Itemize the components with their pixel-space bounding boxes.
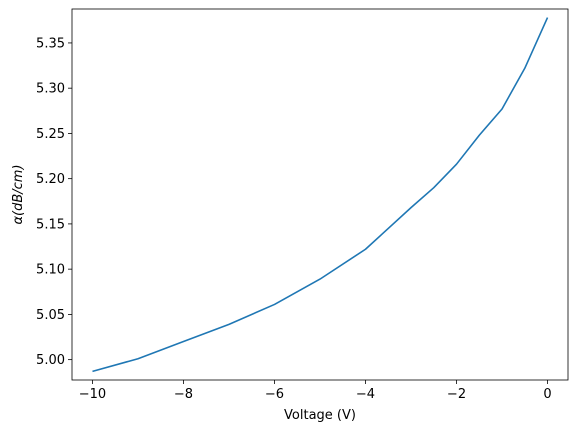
x-tick-label: −2 xyxy=(447,387,466,402)
x-axis: −10 −8 −6 −4 −2 0 xyxy=(79,380,552,402)
x-tick-label: −4 xyxy=(356,387,375,402)
x-axis-label: Voltage (V) xyxy=(284,408,356,423)
y-tick-label: 5.30 xyxy=(36,82,65,97)
y-tick-label: 5.20 xyxy=(36,172,65,187)
y-tick-label: 5.35 xyxy=(36,36,65,51)
y-tick-label: 5.15 xyxy=(36,217,65,232)
x-tick-label: −6 xyxy=(265,387,284,402)
x-tick-label: 0 xyxy=(543,387,551,402)
y-axis: 5.00 5.05 5.10 5.15 5.20 5.25 5.30 5.35 xyxy=(36,36,72,368)
y-tick-label: 5.05 xyxy=(36,308,65,323)
plot-series-layer xyxy=(92,17,549,373)
y-tick-label: 5.10 xyxy=(36,263,65,278)
y-tick-label: 5.00 xyxy=(36,353,65,368)
y-axis-label: α(dB/cm) xyxy=(11,164,26,224)
x-tick-label: −8 xyxy=(174,387,193,402)
plot-frame xyxy=(71,8,569,381)
x-tick-label: −10 xyxy=(79,387,106,402)
series-line-0 xyxy=(92,17,549,373)
y-tick-label: 5.25 xyxy=(36,127,65,142)
